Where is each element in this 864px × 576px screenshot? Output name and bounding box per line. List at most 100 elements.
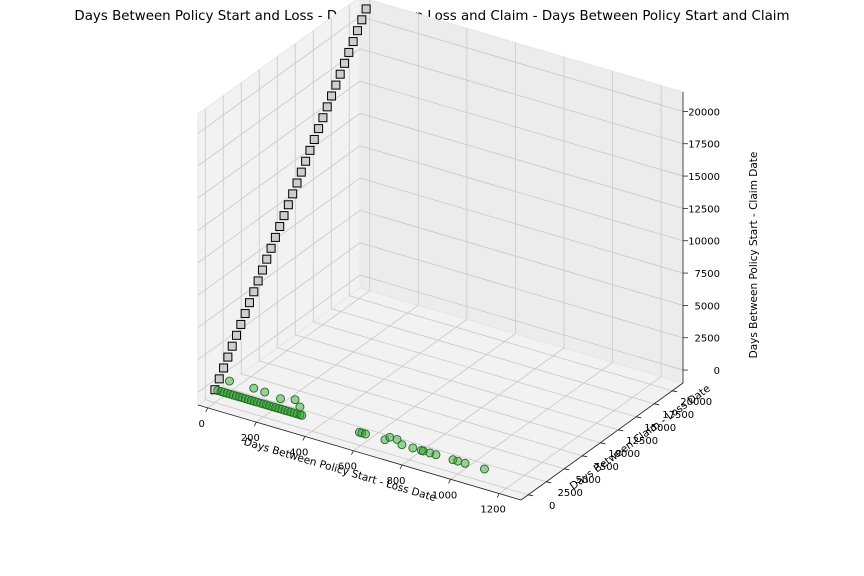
grid-line xyxy=(331,308,655,405)
grid-line xyxy=(359,48,684,145)
square-point xyxy=(279,211,289,221)
x-tick-mark xyxy=(496,493,500,498)
square-point xyxy=(253,276,263,286)
grid-line xyxy=(359,177,684,274)
grid-line xyxy=(359,242,684,339)
circle-point xyxy=(225,376,234,386)
circle-point xyxy=(385,432,395,442)
z-tick-label: 17500 xyxy=(688,140,720,151)
square-point xyxy=(309,134,319,144)
y-tick-mark xyxy=(564,468,570,471)
y-tick-mark xyxy=(528,494,534,497)
grid-line xyxy=(197,16,361,134)
y-tick-label: 15000 xyxy=(644,423,676,434)
square-point xyxy=(331,80,341,90)
square-point xyxy=(327,91,337,101)
square-point xyxy=(227,341,237,351)
grid-line xyxy=(450,361,613,480)
y-tick-label: 0 xyxy=(549,501,555,512)
y-tick-label: 10000 xyxy=(608,449,640,460)
y-tick-label: 12500 xyxy=(626,436,658,447)
square-point xyxy=(249,287,259,297)
grid-line xyxy=(359,145,684,242)
y-tick-label: 7500 xyxy=(593,462,618,473)
y-tick-mark xyxy=(600,442,606,445)
square-point xyxy=(257,265,267,275)
grid-line xyxy=(349,295,673,392)
circle-point xyxy=(276,394,285,404)
circle-point xyxy=(460,458,470,468)
square-point xyxy=(361,4,371,14)
square-point xyxy=(344,47,354,57)
square-point xyxy=(335,69,345,79)
grid-line xyxy=(197,210,361,328)
x-tick-label: 1200 xyxy=(480,505,505,516)
y-axis-line xyxy=(520,382,684,501)
square-point xyxy=(270,232,280,242)
grid-line xyxy=(353,333,516,452)
circle-point xyxy=(480,464,489,474)
y-tick-mark xyxy=(618,429,624,432)
z-tick-label: 10000 xyxy=(688,237,720,248)
grid-line xyxy=(197,48,361,167)
grid-line xyxy=(498,376,662,494)
square-point xyxy=(357,15,367,25)
square-point xyxy=(296,167,306,177)
grid-line xyxy=(359,210,684,306)
circle-point xyxy=(249,383,259,393)
grid-line xyxy=(295,334,619,431)
x-tick-mark xyxy=(253,421,257,427)
z-tick-label: 7500 xyxy=(695,269,720,280)
grid-line xyxy=(223,386,547,483)
z-tick-label: 20000 xyxy=(688,107,720,118)
grid-line xyxy=(207,290,370,409)
x-axis-line xyxy=(197,404,522,501)
grid-line xyxy=(359,113,684,209)
chart-title: Days Between Policy Start and Loss - Day… xyxy=(74,9,790,24)
axis-panes xyxy=(196,0,685,501)
square-point xyxy=(288,189,298,199)
square-point xyxy=(262,254,272,264)
axis-lines xyxy=(197,92,684,501)
grid-line xyxy=(401,347,565,466)
square-point xyxy=(305,145,315,155)
circle-point xyxy=(431,450,441,460)
x-tick-label: 0 xyxy=(199,419,205,430)
x-tick-mark xyxy=(351,450,354,455)
z-tick-label: 5000 xyxy=(695,301,720,312)
grid-line xyxy=(197,145,361,264)
z-tick-label: 2500 xyxy=(695,334,720,345)
square-point xyxy=(301,156,311,166)
y-tick-mark xyxy=(582,455,588,458)
square-point xyxy=(348,37,358,47)
grid-line xyxy=(359,274,684,371)
z-axis-label: Days Between Policy Start - Claim Date xyxy=(748,152,760,359)
y-tick-label: 20000 xyxy=(680,397,712,408)
circle-point xyxy=(408,443,418,453)
square-point xyxy=(283,200,293,210)
square-point xyxy=(314,124,324,134)
z-tick-label: 12500 xyxy=(688,204,720,215)
square-point xyxy=(292,178,302,188)
x-tick-mark xyxy=(399,464,403,470)
square-point xyxy=(219,363,229,373)
z-tick-label: 15000 xyxy=(688,172,720,183)
circle-point xyxy=(361,429,370,439)
square-point xyxy=(275,222,285,232)
x-tick-label: 1000 xyxy=(432,490,457,501)
square-point xyxy=(266,243,276,253)
grid-line xyxy=(359,80,684,177)
square-point xyxy=(223,352,233,362)
y-tick-mark xyxy=(636,416,642,419)
grid-line xyxy=(197,80,361,199)
circle-point xyxy=(260,387,270,397)
circle-point xyxy=(290,395,300,405)
grid-line xyxy=(197,242,361,361)
x-tick-label: 200 xyxy=(241,433,260,444)
y-tick-label: 5000 xyxy=(575,475,600,486)
grid-line xyxy=(313,321,637,418)
x-tick-label: 400 xyxy=(289,447,308,458)
circle-point xyxy=(297,410,307,420)
